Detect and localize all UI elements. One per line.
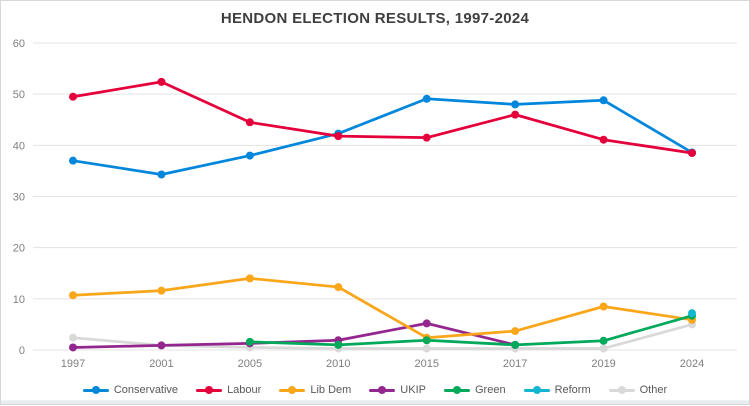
legend-line-dot-icon [196, 386, 223, 395]
y-tick-label: 30 [13, 192, 25, 204]
data-point-conservative-2001 [157, 170, 166, 179]
series-line-lib-dem [71, 276, 694, 340]
x-tick-label: 2010 [326, 358, 350, 370]
data-point-lib-dem-2001 [157, 286, 166, 295]
legend-label-other: Other [639, 384, 668, 396]
legend-label-conservative: Conservative [113, 384, 179, 396]
data-point-green-2005 [245, 337, 254, 346]
bottom-edge-strip [1, 400, 749, 404]
data-point-other-2015 [422, 344, 431, 353]
data-point-other-2019 [599, 344, 608, 353]
x-tick-label: 2005 [238, 358, 262, 370]
x-tick-label: 2015 [414, 358, 438, 370]
data-point-lib-dem-2005 [245, 274, 254, 283]
legend-line-dot-icon [369, 386, 396, 395]
y-tick-label: 0 [19, 345, 25, 357]
data-point-ukip-2001 [157, 341, 166, 350]
legend-item-green: Green [443, 384, 506, 396]
data-point-conservative-2017 [511, 100, 520, 109]
legend-line-dot-icon [523, 386, 550, 395]
data-point-labour-2010 [334, 132, 343, 141]
series-line-ukip [71, 322, 517, 349]
data-point-labour-2019 [599, 135, 608, 144]
y-tick-label: 50 [13, 89, 25, 101]
y-tick-label: 10 [13, 294, 25, 306]
y-tick-label: 60 [13, 38, 25, 50]
legend-item-lib-dem: Lib Dem [279, 384, 351, 396]
x-tick-label: 2017 [503, 358, 527, 370]
x-tick-label: 2019 [591, 358, 615, 370]
data-point-conservative-1997 [69, 156, 77, 165]
series-line-labour [71, 80, 694, 155]
legend-item-other: Other [608, 384, 668, 396]
data-point-lib-dem-2019 [599, 302, 608, 311]
data-point-labour-1997 [69, 92, 77, 101]
legend-item-reform: Reform [523, 384, 591, 396]
data-point-labour-2001 [157, 77, 166, 86]
data-point-conservative-2005 [245, 151, 254, 160]
data-point-conservative-2019 [599, 96, 608, 105]
data-point-green-2017 [511, 340, 520, 349]
data-point-labour-2005 [245, 118, 254, 127]
chart-legend: Conservative Labour Lib Dem UKIP Green Reform… [1, 384, 749, 396]
legend-label-reform: Reform [554, 384, 591, 396]
data-point-other-1997 [69, 333, 77, 342]
data-point-green-2019 [599, 336, 608, 345]
data-point-lib-dem-2010 [334, 283, 343, 292]
x-tick-label: 1997 [61, 358, 85, 370]
legend-line-dot-icon [279, 386, 306, 395]
data-point-conservative-2015 [422, 94, 431, 103]
legend-item-labour: Labour [196, 384, 261, 396]
legend-label-labour: Labour [227, 384, 262, 396]
x-tick-label: 2001 [149, 358, 173, 370]
data-point-green-2015 [422, 336, 431, 345]
data-point-reform-2024 [688, 309, 697, 318]
data-point-labour-2024 [688, 149, 697, 158]
x-tick-label: 2024 [680, 358, 704, 370]
legend-item-ukip: UKIP [369, 384, 426, 396]
legend-item-conservative: Conservative [82, 384, 179, 396]
y-tick-label: 40 [13, 140, 25, 152]
legend-label-ukip: UKIP [400, 384, 426, 396]
data-point-lib-dem-1997 [69, 291, 77, 300]
series-line-green [248, 314, 694, 347]
series-line-conservative [71, 97, 694, 176]
data-point-labour-2017 [511, 110, 520, 119]
data-point-ukip-1997 [69, 343, 77, 352]
data-point-lib-dem-2017 [511, 327, 520, 336]
legend-line-dot-icon [608, 386, 635, 395]
y-tick-label: 20 [13, 243, 25, 255]
data-point-ukip-2015 [422, 319, 431, 328]
chart-title: HENDON ELECTION RESULTS, 1997-2024 [220, 10, 530, 27]
legend-label-green: Green [474, 384, 506, 396]
data-point-green-2010 [334, 340, 343, 349]
legend-label-lib-dem: Lib Dem [310, 384, 352, 396]
legend-line-dot-icon [443, 386, 470, 395]
legend-line-dot-icon [82, 386, 109, 395]
data-point-labour-2015 [422, 133, 431, 142]
